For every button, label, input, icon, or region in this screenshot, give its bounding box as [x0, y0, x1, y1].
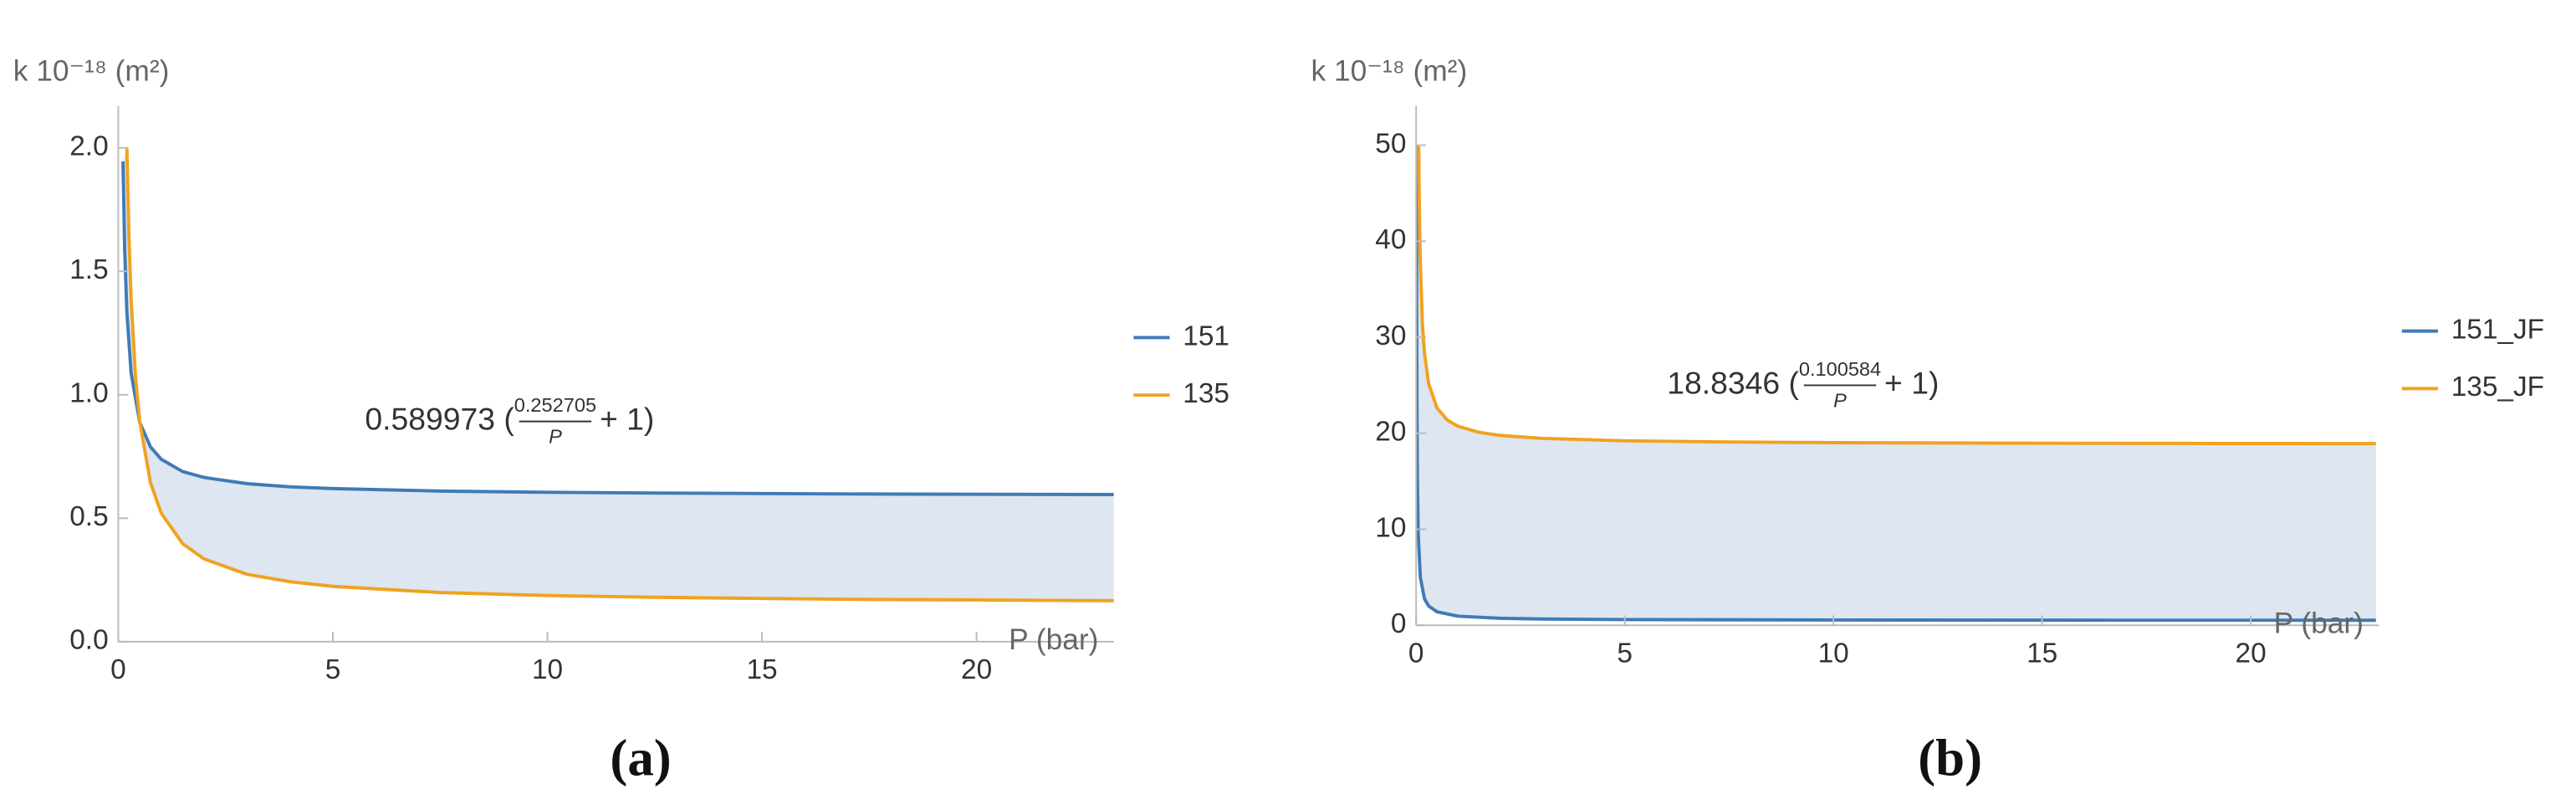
annotation-prefix: 0.589973 ( [365, 402, 514, 437]
y-axis-title: k 10⁻¹⁸ (m²) [13, 55, 170, 88]
fill-between [1416, 146, 2376, 621]
x-axis-title: P (bar) [1009, 623, 1098, 656]
y-tick-label: 30 [1375, 320, 1406, 351]
x-tick-label: 5 [325, 654, 341, 685]
legend-label: 151 [1183, 320, 1229, 351]
x-tick-label: 20 [2236, 638, 2267, 669]
series-line [121, 161, 1114, 496]
annotation-numerator: 0.100584 [1799, 358, 1881, 380]
y-tick-label: 2.0 [69, 131, 108, 161]
y-tick-label: 1.5 [69, 254, 108, 285]
series-line [125, 147, 1114, 602]
annotation-denominator: P [1833, 389, 1847, 411]
fill-between [123, 147, 1114, 601]
x-tick-label: 20 [961, 654, 992, 685]
x-tick-label: 10 [1818, 638, 1849, 669]
legend-label: 151_JF [2451, 314, 2544, 345]
panel-label: (b) [1918, 729, 1982, 787]
y-tick-label: 20 [1375, 417, 1406, 448]
legend-label: 135 [1183, 378, 1229, 409]
y-tick-label: 0 [1391, 608, 1407, 639]
annotation-prefix: 18.8346 ( [1667, 365, 1799, 400]
annotation-numerator: 0.252705 [514, 394, 596, 416]
annotation-suffix: + 1) [1884, 365, 1939, 400]
x-tick-label: 10 [532, 654, 563, 685]
y-tick-label: 0.5 [69, 501, 108, 532]
y-tick-label: 0.0 [69, 625, 108, 656]
y-tick-label: 10 [1375, 512, 1406, 543]
legend-label: 135_JF [2451, 372, 2544, 402]
series-line [1417, 146, 2376, 446]
y-tick-label: 40 [1375, 224, 1406, 255]
plot-area [121, 147, 1114, 602]
y-axis-title: k 10⁻¹⁸ (m²) [1311, 55, 1468, 88]
x-axis-title: P (bar) [2274, 608, 2364, 640]
annotation-denominator: P [549, 426, 562, 448]
panel-label: (a) [610, 729, 671, 787]
y-tick-label: 50 [1375, 128, 1406, 159]
x-tick-label: 5 [1617, 638, 1633, 669]
annotation-suffix: + 1) [600, 402, 654, 437]
x-tick-label: 0 [110, 654, 126, 685]
x-tick-label: 15 [746, 654, 777, 685]
y-tick-label: 1.0 [69, 378, 108, 409]
x-tick-label: 0 [1408, 638, 1424, 669]
x-tick-label: 15 [2027, 638, 2057, 669]
